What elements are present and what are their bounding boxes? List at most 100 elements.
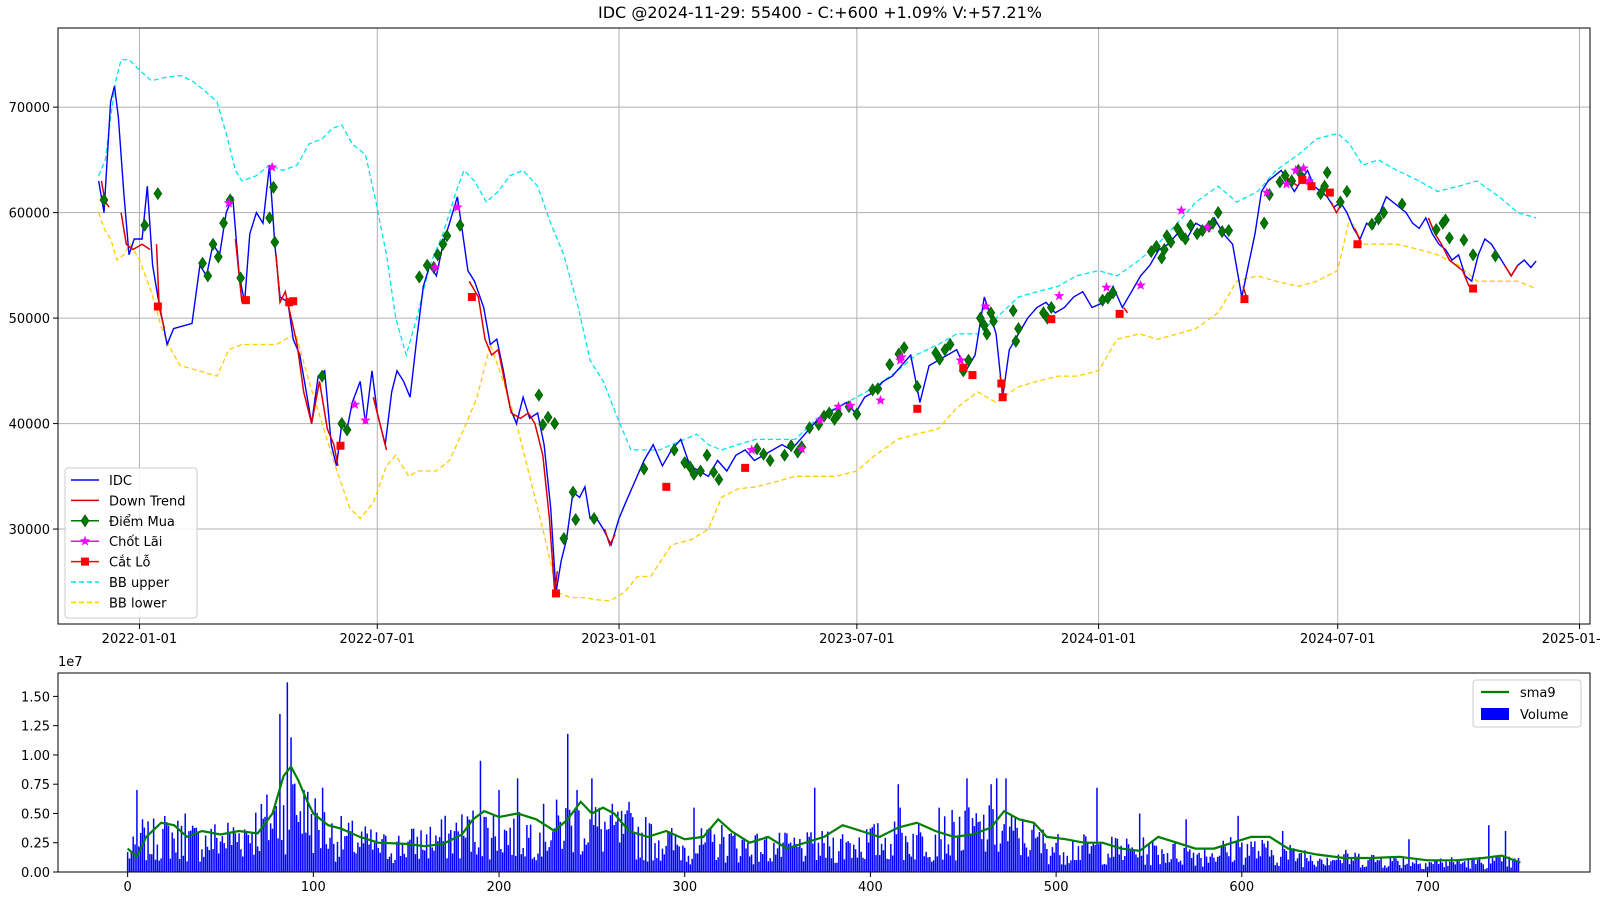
volume-bar xyxy=(607,829,610,872)
volume-bar xyxy=(201,849,203,872)
volume-bar xyxy=(162,829,164,872)
volume-bar xyxy=(1274,865,1276,872)
buy-point-marker xyxy=(765,453,775,468)
down-trend-segment xyxy=(603,528,616,547)
volume-bar xyxy=(1491,858,1494,872)
buy-point-marker xyxy=(269,180,278,194)
buy-point-marker xyxy=(1186,218,1195,232)
volume-bar xyxy=(685,861,688,872)
volume-bar xyxy=(774,854,777,872)
volume-bar xyxy=(1020,855,1022,872)
volume-bar xyxy=(334,861,337,872)
volume-bar xyxy=(1120,845,1122,872)
volume-bar xyxy=(628,801,630,872)
volume-bar xyxy=(483,816,485,872)
volume-plot-frame xyxy=(57,672,1591,873)
volume-x-tick-label: 600 xyxy=(1229,880,1254,895)
volume-bar xyxy=(282,805,285,872)
legend-entry: Down Trend xyxy=(71,494,186,509)
volume-bar xyxy=(479,760,482,872)
volume-bar xyxy=(635,859,638,872)
volume-bar xyxy=(1397,860,1399,872)
volume-bar xyxy=(674,833,677,872)
volume-bar xyxy=(431,847,433,872)
down-trend-segment xyxy=(234,238,243,303)
volume-bar xyxy=(312,852,315,872)
volume-bar xyxy=(1144,864,1146,872)
volume-bar xyxy=(858,837,861,872)
buy-point-marker xyxy=(99,193,109,207)
volume-bar xyxy=(364,826,367,872)
volume-bar xyxy=(149,853,151,872)
volume-bar xyxy=(1073,860,1076,872)
volume-bar xyxy=(838,851,840,872)
volume-bar xyxy=(747,842,749,872)
volume-bar xyxy=(862,857,864,872)
volume-bar xyxy=(687,855,690,872)
volume-bar xyxy=(1008,826,1011,872)
volume-bar xyxy=(351,820,354,872)
buy-point-marker xyxy=(1208,216,1218,230)
volume-bar xyxy=(323,812,326,872)
volume-bar xyxy=(916,835,918,872)
buy-point-marker xyxy=(1213,206,1223,220)
volume-bar xyxy=(1391,861,1393,872)
volume-bar xyxy=(1112,856,1115,872)
price-series xyxy=(98,58,1537,602)
volume-bar xyxy=(288,829,290,872)
volume-bar xyxy=(1402,857,1405,872)
volume-bar xyxy=(505,830,508,872)
volume-bar xyxy=(368,844,370,872)
legend-entry: BB upper xyxy=(71,576,170,591)
volume-bar xyxy=(852,844,855,872)
volume-bar xyxy=(567,733,569,872)
volume-bar xyxy=(752,864,755,872)
volume-bar xyxy=(1268,856,1271,872)
buy-point-marker xyxy=(964,353,973,367)
volume-bar xyxy=(680,860,682,872)
volume-bar xyxy=(1070,860,1072,872)
volume-bar xyxy=(981,839,983,872)
volume-bar xyxy=(1317,860,1319,872)
volume-bar xyxy=(195,827,198,872)
buy-point-marker xyxy=(1008,304,1018,318)
volume-bar xyxy=(955,860,957,872)
volume-bar xyxy=(1441,862,1444,872)
volume-bar xyxy=(286,682,289,872)
volume-bar xyxy=(1272,855,1275,872)
take-profit-marker xyxy=(266,161,278,172)
volume-bar xyxy=(1267,840,1269,872)
volume-bar xyxy=(301,833,303,872)
volume-bar xyxy=(544,841,547,872)
volume-bar xyxy=(823,843,825,872)
volume-bar xyxy=(190,830,192,872)
volume-bar xyxy=(511,854,513,872)
buy-point-marker xyxy=(852,407,862,421)
volume-bar xyxy=(271,828,274,872)
buy-point-marker xyxy=(270,235,280,249)
volume-bar xyxy=(1495,857,1497,872)
take-profit-marker xyxy=(1135,279,1146,290)
volume-bar xyxy=(542,803,545,872)
volume-bar xyxy=(537,853,539,872)
volume-bar xyxy=(780,856,783,872)
volume-bar xyxy=(206,846,209,872)
volume-bar xyxy=(908,853,911,872)
volume-bar xyxy=(1125,838,1128,872)
buy-point-marker xyxy=(219,216,228,230)
volume-bar xyxy=(1207,862,1210,872)
volume-bar xyxy=(295,815,298,872)
buy-point-marker xyxy=(873,382,883,396)
volume-bar xyxy=(812,843,814,872)
volume-bar xyxy=(453,831,456,872)
buy-point-marker xyxy=(1259,216,1269,230)
price-x-axis: 2022-01-01 2022-07-01 2023-01-01 2023-07-01… xyxy=(102,624,1600,647)
price-x-tick-label: 2025-01-01 xyxy=(1542,632,1600,647)
volume-bar xyxy=(1088,853,1091,872)
volume-bar xyxy=(316,812,318,872)
volume-bar xyxy=(515,855,517,872)
volume-bar xyxy=(1209,856,1211,872)
volume-bar xyxy=(984,851,987,872)
volume-bar xyxy=(1452,862,1455,872)
volume-bar xyxy=(1361,864,1364,872)
